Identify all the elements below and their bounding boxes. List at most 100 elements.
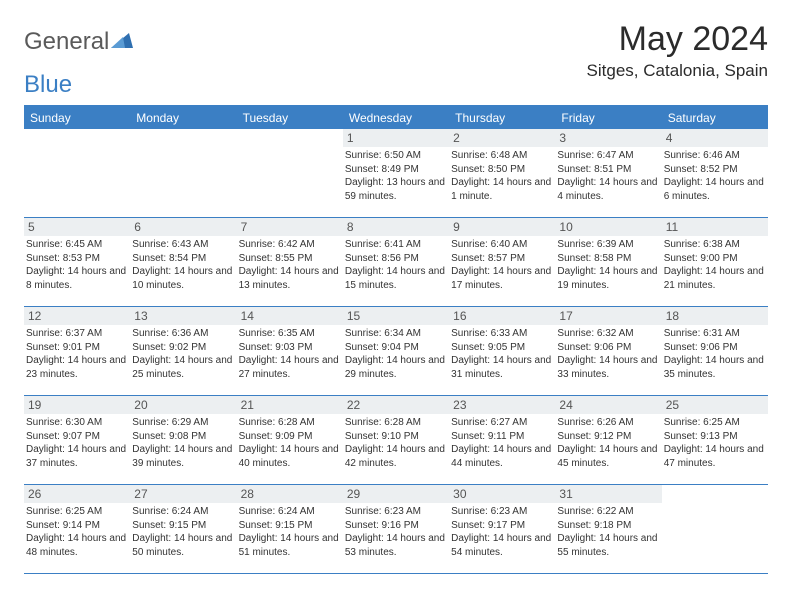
calendar-cell (662, 485, 768, 573)
sunrise-text: Sunrise: 6:30 AM (26, 416, 128, 430)
sunset-text: Sunset: 8:57 PM (451, 252, 553, 266)
calendar-cell: 31Sunrise: 6:22 AMSunset: 9:18 PMDayligh… (555, 485, 661, 573)
sunrise-text: Sunrise: 6:23 AM (451, 505, 553, 519)
day-info: Sunrise: 6:35 AMSunset: 9:03 PMDaylight:… (237, 327, 343, 381)
day-number: 1 (343, 129, 449, 147)
sunrise-text: Sunrise: 6:39 AM (557, 238, 659, 252)
day-info: Sunrise: 6:28 AMSunset: 9:10 PMDaylight:… (343, 416, 449, 470)
sunrise-text: Sunrise: 6:50 AM (345, 149, 447, 163)
day-info: Sunrise: 6:50 AMSunset: 8:49 PMDaylight:… (343, 149, 449, 203)
daylight-text: Daylight: 14 hours and 35 minutes. (664, 354, 766, 381)
calendar-cell: 13Sunrise: 6:36 AMSunset: 9:02 PMDayligh… (130, 307, 236, 395)
calendar-cell: 12 Sunrise: 6:37 AMSunset: 9:01 PMDayligh… (24, 307, 130, 395)
day-number: 20 (130, 396, 236, 414)
daylight-text: Daylight: 14 hours and 6 minutes. (664, 176, 766, 203)
day-info: Sunrise: 6:31 AMSunset: 9:06 PMDaylight:… (662, 327, 768, 381)
sunset-text: Sunset: 9:13 PM (664, 430, 766, 444)
day-info: Sunrise: 6:32 AMSunset: 9:06 PMDaylight:… (555, 327, 661, 381)
day-info: Sunrise: 6:47 AMSunset: 8:51 PMDaylight:… (555, 149, 661, 203)
calendar-cell: 27Sunrise: 6:24 AMSunset: 9:15 PMDayligh… (130, 485, 236, 573)
sunrise-text: Sunrise: 6:31 AM (664, 327, 766, 341)
sunset-text: Sunset: 9:06 PM (557, 341, 659, 355)
day-number: 7 (237, 218, 343, 236)
calendar-cell: 10 Sunrise: 6:39 AMSunset: 8:58 PMDayligh… (555, 218, 661, 306)
daylight-text: Daylight: 14 hours and 51 minutes. (239, 532, 341, 559)
calendar-cell: 20 Sunrise: 6:29 AMSunset: 9:08 PMDayligh… (130, 396, 236, 484)
week-row: 19Sunrise: 6:30 AMSunset: 9:07 PMDayligh… (24, 396, 768, 485)
sunrise-text: Sunrise: 6:26 AM (557, 416, 659, 430)
day-label: Thursday (449, 107, 555, 129)
sunrise-text: Sunrise: 6:28 AM (345, 416, 447, 430)
sunrise-text: Sunrise: 6:36 AM (132, 327, 234, 341)
sunrise-text: Sunrise: 6:28 AM (239, 416, 341, 430)
day-info: Sunrise: 6:27 AMSunset: 9:11 PMDaylight:… (449, 416, 555, 470)
daylight-text: Daylight: 14 hours and 15 minutes. (345, 265, 447, 292)
sunrise-text: Sunrise: 6:24 AM (132, 505, 234, 519)
month-title: May 2024 (587, 20, 768, 59)
sunrise-text: Sunrise: 6:33 AM (451, 327, 553, 341)
day-info: Sunrise: 6:37 AMSunset: 9:01 PMDaylight:… (24, 327, 130, 381)
calendar-cell: 1 Sunrise: 6:50 AMSunset: 8:49 PMDaylight… (343, 129, 449, 217)
day-number: 16 (449, 307, 555, 325)
day-number: 4 (662, 129, 768, 147)
daylight-text: Daylight: 14 hours and 42 minutes. (345, 443, 447, 470)
sunset-text: Sunset: 9:03 PM (239, 341, 341, 355)
sunset-text: Sunset: 8:53 PM (26, 252, 128, 266)
calendar-cell: 8Sunrise: 6:41 AMSunset: 8:56 PMDaylight… (343, 218, 449, 306)
day-number: 19 (24, 396, 130, 414)
sunset-text: Sunset: 8:50 PM (451, 163, 553, 177)
day-number: 13 (130, 307, 236, 325)
day-info: Sunrise: 6:24 AMSunset: 9:15 PMDaylight:… (237, 505, 343, 559)
daylight-text: Daylight: 14 hours and 53 minutes. (345, 532, 447, 559)
weeks-container: 1 Sunrise: 6:50 AMSunset: 8:49 PMDaylight… (24, 129, 768, 574)
day-number: 30 (449, 485, 555, 503)
week-row: 5Sunrise: 6:45 AMSunset: 8:53 PMDaylight… (24, 218, 768, 307)
sunset-text: Sunset: 9:02 PM (132, 341, 234, 355)
sunrise-text: Sunrise: 6:48 AM (451, 149, 553, 163)
sunrise-text: Sunrise: 6:22 AM (557, 505, 659, 519)
calendar-cell: 30Sunrise: 6:23 AMSunset: 9:17 PMDayligh… (449, 485, 555, 573)
sunset-text: Sunset: 9:18 PM (557, 519, 659, 533)
calendar-cell: 18 Sunrise: 6:31 AMSunset: 9:06 PMDayligh… (662, 307, 768, 395)
day-info: Sunrise: 6:22 AMSunset: 9:18 PMDaylight:… (555, 505, 661, 559)
calendar: Sunday Monday Tuesday Wednesday Thursday… (24, 105, 768, 574)
title-block: May 2024 Sitges, Catalonia, Spain (587, 20, 768, 81)
daylight-text: Daylight: 14 hours and 33 minutes. (557, 354, 659, 381)
day-number: 14 (237, 307, 343, 325)
sunrise-text: Sunrise: 6:40 AM (451, 238, 553, 252)
sunrise-text: Sunrise: 6:24 AM (239, 505, 341, 519)
calendar-cell: 24Sunrise: 6:26 AMSunset: 9:12 PMDayligh… (555, 396, 661, 484)
sunrise-text: Sunrise: 6:25 AM (26, 505, 128, 519)
day-info: Sunrise: 6:23 AMSunset: 9:16 PMDaylight:… (343, 505, 449, 559)
daylight-text: Daylight: 14 hours and 44 minutes. (451, 443, 553, 470)
day-info: Sunrise: 6:39 AMSunset: 8:58 PMDaylight:… (555, 238, 661, 292)
sunrise-text: Sunrise: 6:37 AM (26, 327, 128, 341)
calendar-cell: 15Sunrise: 6:34 AMSunset: 9:04 PMDayligh… (343, 307, 449, 395)
week-row: 26Sunrise: 6:25 AMSunset: 9:14 PMDayligh… (24, 485, 768, 574)
day-info: Sunrise: 6:29 AMSunset: 9:08 PMDaylight:… (130, 416, 236, 470)
calendar-cell: 2Sunrise: 6:48 AMSunset: 8:50 PMDaylight… (449, 129, 555, 217)
day-info: Sunrise: 6:25 AMSunset: 9:14 PMDaylight:… (24, 505, 130, 559)
day-number: 10 (555, 218, 661, 236)
day-number: 25 (662, 396, 768, 414)
sunrise-text: Sunrise: 6:29 AM (132, 416, 234, 430)
sunrise-text: Sunrise: 6:34 AM (345, 327, 447, 341)
calendar-cell (130, 129, 236, 217)
day-number: 29 (343, 485, 449, 503)
day-info: Sunrise: 6:45 AMSunset: 8:53 PMDaylight:… (24, 238, 130, 292)
sunset-text: Sunset: 9:11 PM (451, 430, 553, 444)
day-info: Sunrise: 6:42 AMSunset: 8:55 PMDaylight:… (237, 238, 343, 292)
sunset-text: Sunset: 8:52 PM (664, 163, 766, 177)
sunrise-text: Sunrise: 6:27 AM (451, 416, 553, 430)
calendar-cell: 9Sunrise: 6:40 AMSunset: 8:57 PMDaylight… (449, 218, 555, 306)
day-info: Sunrise: 6:28 AMSunset: 9:09 PMDaylight:… (237, 416, 343, 470)
day-number: 18 (662, 307, 768, 325)
sunset-text: Sunset: 9:17 PM (451, 519, 553, 533)
day-label: Friday (555, 107, 661, 129)
calendar-cell: 16Sunrise: 6:33 AMSunset: 9:05 PMDayligh… (449, 307, 555, 395)
day-number: 12 (24, 307, 130, 325)
sunset-text: Sunset: 9:09 PM (239, 430, 341, 444)
calendar-cell (24, 129, 130, 217)
day-number: 6 (130, 218, 236, 236)
day-number: 8 (343, 218, 449, 236)
